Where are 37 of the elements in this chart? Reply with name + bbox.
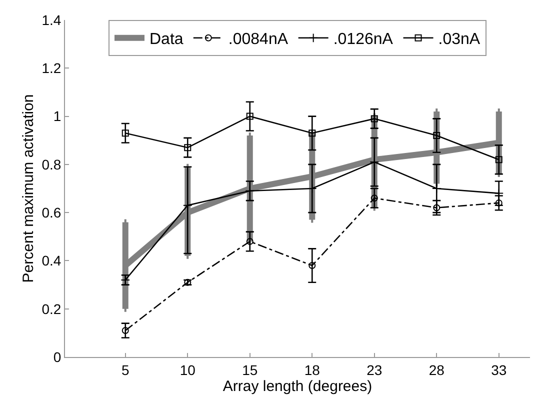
point (308, 262, 316, 270)
legend-label: Data (150, 31, 184, 48)
y-tick-label: 0.4 (42, 252, 62, 269)
point (433, 132, 440, 140)
legend-label: .0084nA (228, 31, 288, 48)
point (307, 184, 317, 194)
x-tick-label: 15 (242, 362, 258, 378)
x-tick-label: 5 (121, 362, 130, 378)
point (184, 144, 192, 152)
point (246, 238, 254, 245)
x-tick-label: 33 (491, 362, 507, 378)
point (182, 200, 192, 210)
point (433, 204, 440, 212)
point (308, 130, 316, 137)
y-tick-label: 0.2 (42, 300, 62, 317)
y-tick-label: 0 (53, 348, 62, 365)
x-tick-label: 23 (366, 362, 382, 378)
y-tick-label: 1.4 (42, 12, 62, 28)
x-tick-label: 28 (428, 362, 445, 378)
y-axis-title: Percent maximum activation (20, 94, 37, 283)
y-tick-label: 0.8 (42, 156, 62, 172)
point (122, 130, 129, 137)
legend-label: .0126nA (333, 31, 394, 48)
point (370, 194, 378, 202)
x-tick-label: 10 (180, 362, 196, 378)
point (245, 186, 255, 196)
point (370, 115, 378, 122)
x-tick-label: 18 (304, 362, 320, 378)
y-tick-label: 1 (53, 108, 62, 124)
point (246, 112, 254, 120)
point (122, 327, 129, 334)
legend-label: .03nA (438, 31, 480, 48)
point (432, 184, 442, 194)
point (370, 157, 380, 167)
y-tick-label: 1.2 (42, 60, 62, 76)
x-axis-title: Array length (degrees) (222, 378, 372, 395)
y-tick-label: 0.6 (42, 204, 62, 220)
